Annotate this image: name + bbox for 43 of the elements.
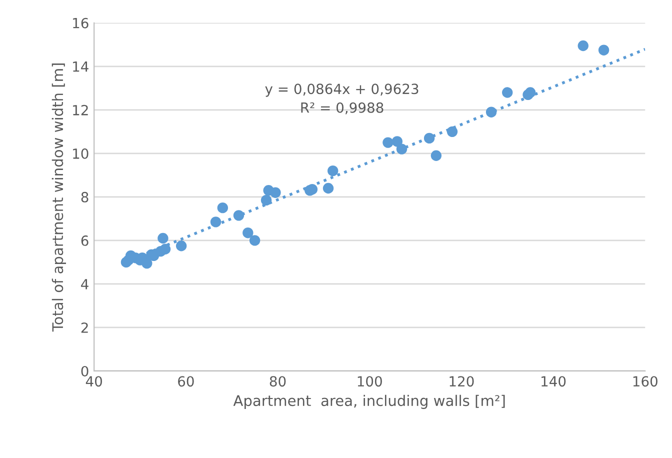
point (446, 126, 458, 138)
y-tick-label: 12 (73, 104, 88, 116)
point (502, 87, 513, 98)
point (217, 202, 228, 214)
point (424, 132, 435, 144)
point (210, 216, 222, 228)
x-tick-label: 160 (633, 376, 658, 387)
point (270, 187, 281, 198)
annotation: y = 0,0864x + 0,9623 R² = 0,9988 (265, 84, 418, 114)
point (158, 232, 168, 244)
y-tick-label: 6 (81, 235, 88, 246)
point (242, 227, 254, 238)
point (322, 182, 334, 194)
y-tick-label: 4 (81, 279, 88, 290)
point (176, 240, 187, 252)
y-axis-title: Total of apartment window width [m] (52, 63, 66, 332)
point (578, 40, 588, 52)
point (249, 235, 260, 246)
point (598, 44, 610, 56)
point (392, 136, 403, 147)
point (524, 87, 536, 98)
y-tick-label: 8 (81, 192, 88, 202)
x-tick-label: 80 (270, 376, 286, 387)
y-tick-label: 2 (81, 322, 88, 333)
x-tick-label: 120 (450, 376, 474, 387)
y-tick-label: 14 (73, 62, 88, 72)
y-tick-label: 10 (73, 148, 88, 159)
x-tick-label: 60 (178, 376, 194, 387)
point (396, 144, 408, 154)
point (233, 210, 244, 221)
x-axis-title: Apartment area, including walls [m²] (233, 394, 505, 409)
point (328, 165, 338, 176)
point (486, 106, 497, 118)
point (160, 244, 171, 255)
x-tick-label: 40 (86, 376, 102, 387)
y-tick-label: 16 (73, 18, 88, 28)
point (430, 150, 442, 161)
point (260, 194, 272, 206)
y-tick-label: 0 (81, 366, 88, 376)
point (142, 258, 152, 269)
point (382, 137, 394, 148)
x-tick-label: 140 (542, 376, 566, 387)
x-tick-label: 100 (358, 376, 382, 387)
